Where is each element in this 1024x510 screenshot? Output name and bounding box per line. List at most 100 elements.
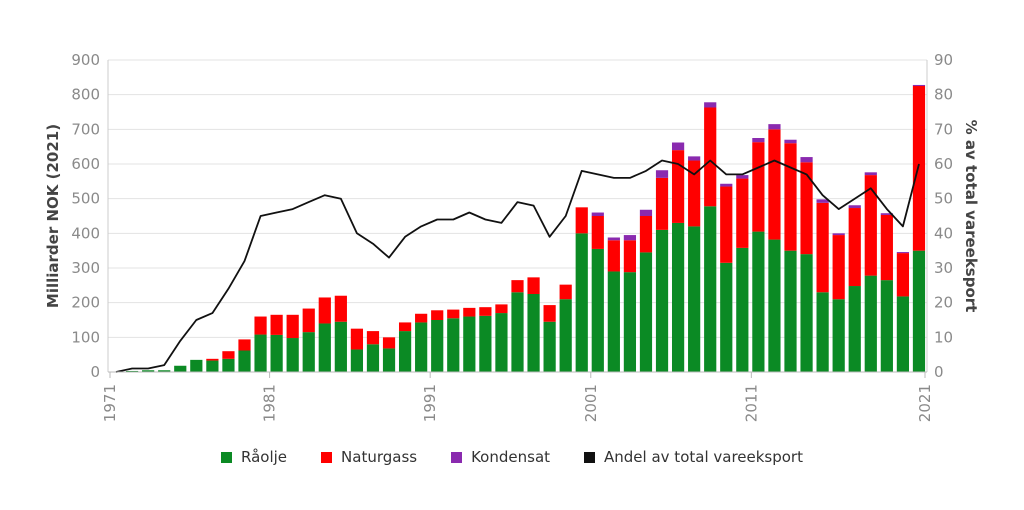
bar-naturgass-2017 [848,208,861,287]
bar-naturgass-1984 [318,297,331,324]
bar-naturgass-2011 [752,142,765,232]
legend-swatch-andel [584,451,596,463]
y-tick-label-400: 400 [71,224,100,242]
y2-tick-label-40: 40 [934,224,953,242]
y-tick-label-900: 900 [71,51,100,69]
axes [107,60,928,373]
bar-naturgass-2021 [912,86,926,251]
bar-kondensat-2006 [671,142,685,151]
x-tick-label-1981: 1981 [261,384,279,422]
bar-r-olje-2014 [800,254,813,372]
bar-r-olje-1989 [398,331,412,372]
bar-kondensat-2007 [688,156,701,161]
bar-naturgass-2008 [704,107,717,207]
y2-tick-label-70: 70 [934,120,953,138]
bar-naturgass-2007 [688,160,701,227]
bar-r-olje-2006 [671,222,685,372]
bar-r-olje-2019 [880,280,893,372]
bar-kondensat-2013 [784,139,797,144]
bar-kondensat-2017 [848,205,861,209]
bar-naturgass-1991 [431,310,444,320]
bar-r-olje-2002 [607,271,620,372]
bar-kondensat-2001 [591,212,604,216]
bar-naturgass-2014 [800,162,813,255]
legend-label-kondensat: Kondensat [471,448,551,466]
bar-r-olje-1986 [350,349,364,372]
legend-item-kondensat[interactable]: Kondensat [451,448,550,466]
bar-kondensat-2003 [623,235,637,241]
bar-r-olje-1994 [479,315,492,372]
legend-item-naturgass[interactable]: Naturgass [321,448,417,466]
y-tick-label-500: 500 [71,190,100,208]
y-tick-label-100: 100 [71,328,100,346]
bar-kondensat-2008 [704,102,717,108]
bar-naturgass-1986 [350,328,364,350]
bar-kondensat-2009 [720,183,733,187]
y-tick-label-700: 700 [71,120,100,138]
bar-kondensat-2015 [816,199,829,203]
bar-naturgass-1996 [511,280,524,293]
legend-label-andel: Andel av total vareeksport [604,448,803,466]
bar-r-olje-1981 [270,334,283,372]
bar-kondensat-2019 [880,213,893,215]
bar-r-olje-2004 [639,252,653,372]
bar-naturgass-1982 [286,314,299,339]
bar-naturgass-1983 [302,308,315,333]
bar-kondensat-2002 [607,237,620,241]
bar-r-olje-2005 [655,229,669,372]
bar-kondensat-2014 [800,157,813,163]
bar-r-olje-2008 [704,206,717,372]
bars [125,84,926,372]
bar-naturgass-2016 [832,235,845,300]
bar-naturgass-1999 [559,284,572,300]
bar-naturgass-2004 [639,216,653,253]
bar-naturgass-2001 [591,216,604,249]
bar-naturgass-2009 [720,186,733,263]
bar-r-olje-1980 [254,334,267,372]
bar-r-olje-1997 [527,294,540,372]
bar-naturgass-2003 [623,240,637,273]
bar-r-olje-1975 [174,365,187,372]
bar-r-olje-2001 [591,248,604,372]
bar-r-olje-1974 [158,370,171,372]
bar-r-olje-1991 [431,320,444,372]
bar-naturgass-1979 [238,339,251,351]
bar-r-olje-1999 [559,299,572,372]
bar-naturgass-1989 [398,322,412,332]
left-axis-ticks: 0 100 200 300 400 500 600 700 800 900 [71,51,100,381]
bar-naturgass-1998 [543,305,556,322]
x-tick-label-2001: 2001 [582,384,600,422]
legend-swatch-kondensat [451,451,463,463]
bar-r-olje-1995 [495,313,508,372]
legend-swatch-naturgass [321,451,333,463]
bar-kondensat-2005 [655,170,669,178]
gridlines [108,59,927,338]
bar-r-olje-1979 [238,350,251,372]
y2-tick-label-90: 90 [934,51,953,69]
legend-item-andel[interactable]: Andel av total vareeksport [584,448,803,466]
bar-r-olje-1983 [302,332,315,372]
x-axis-ticks: 1971 1981 1991 2001 2011 2021 [101,372,934,422]
bar-kondensat-2016 [832,233,845,236]
left-axis-title: Milliarder NOK (2021) [44,124,62,308]
share-line [115,159,920,373]
x-tick-label-2011: 2011 [742,384,760,422]
legend-item-raolje[interactable]: Råolje [221,448,287,466]
bar-r-olje-2007 [688,226,701,372]
bar-r-olje-1978 [222,358,235,372]
bar-naturgass-1990 [415,313,428,323]
bar-r-olje-1987 [366,344,380,372]
bar-r-olje-1982 [286,338,299,372]
bar-naturgass-2006 [671,150,685,223]
bar-r-olje-1996 [511,292,524,372]
bar-r-olje-1993 [463,316,476,372]
y2-tick-label-30: 30 [934,259,953,277]
bar-kondensat-2021 [912,84,926,86]
bar-naturgass-1985 [334,295,347,322]
bar-kondensat-2020 [896,252,910,254]
bar-naturgass-1981 [270,314,283,335]
bar-r-olje-1973 [142,370,155,372]
chart: 0 100 200 300 400 500 600 700 800 900 0 10 20 30 40 50… [44,51,980,422]
bar-naturgass-1988 [382,337,396,349]
bar-naturgass-2013 [784,143,797,251]
